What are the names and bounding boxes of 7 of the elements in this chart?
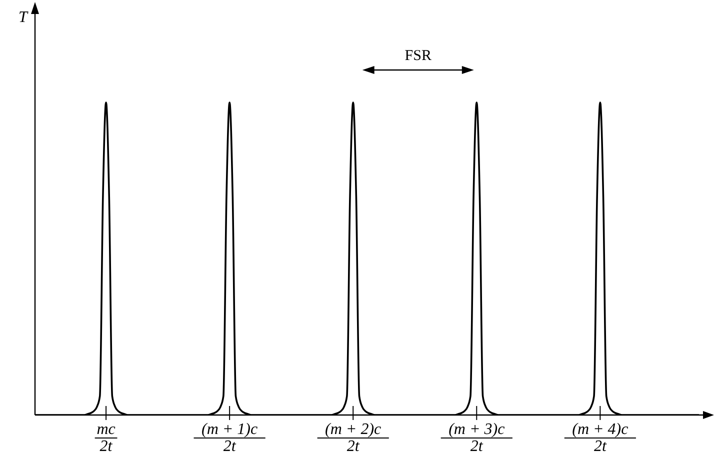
x-tick-label: (m + 1)c 2t bbox=[202, 421, 258, 452]
y-axis-title: T bbox=[18, 9, 29, 26]
x-tick-label: (m + 2)c 2t bbox=[325, 421, 382, 452]
x-tick-label: mc 2t bbox=[96, 421, 116, 452]
text: FSR bbox=[404, 48, 432, 64]
x-tick-label: (m + 3)c 2t bbox=[448, 421, 505, 452]
x-tick-label: (m + 4)c 2t bbox=[572, 421, 628, 452]
